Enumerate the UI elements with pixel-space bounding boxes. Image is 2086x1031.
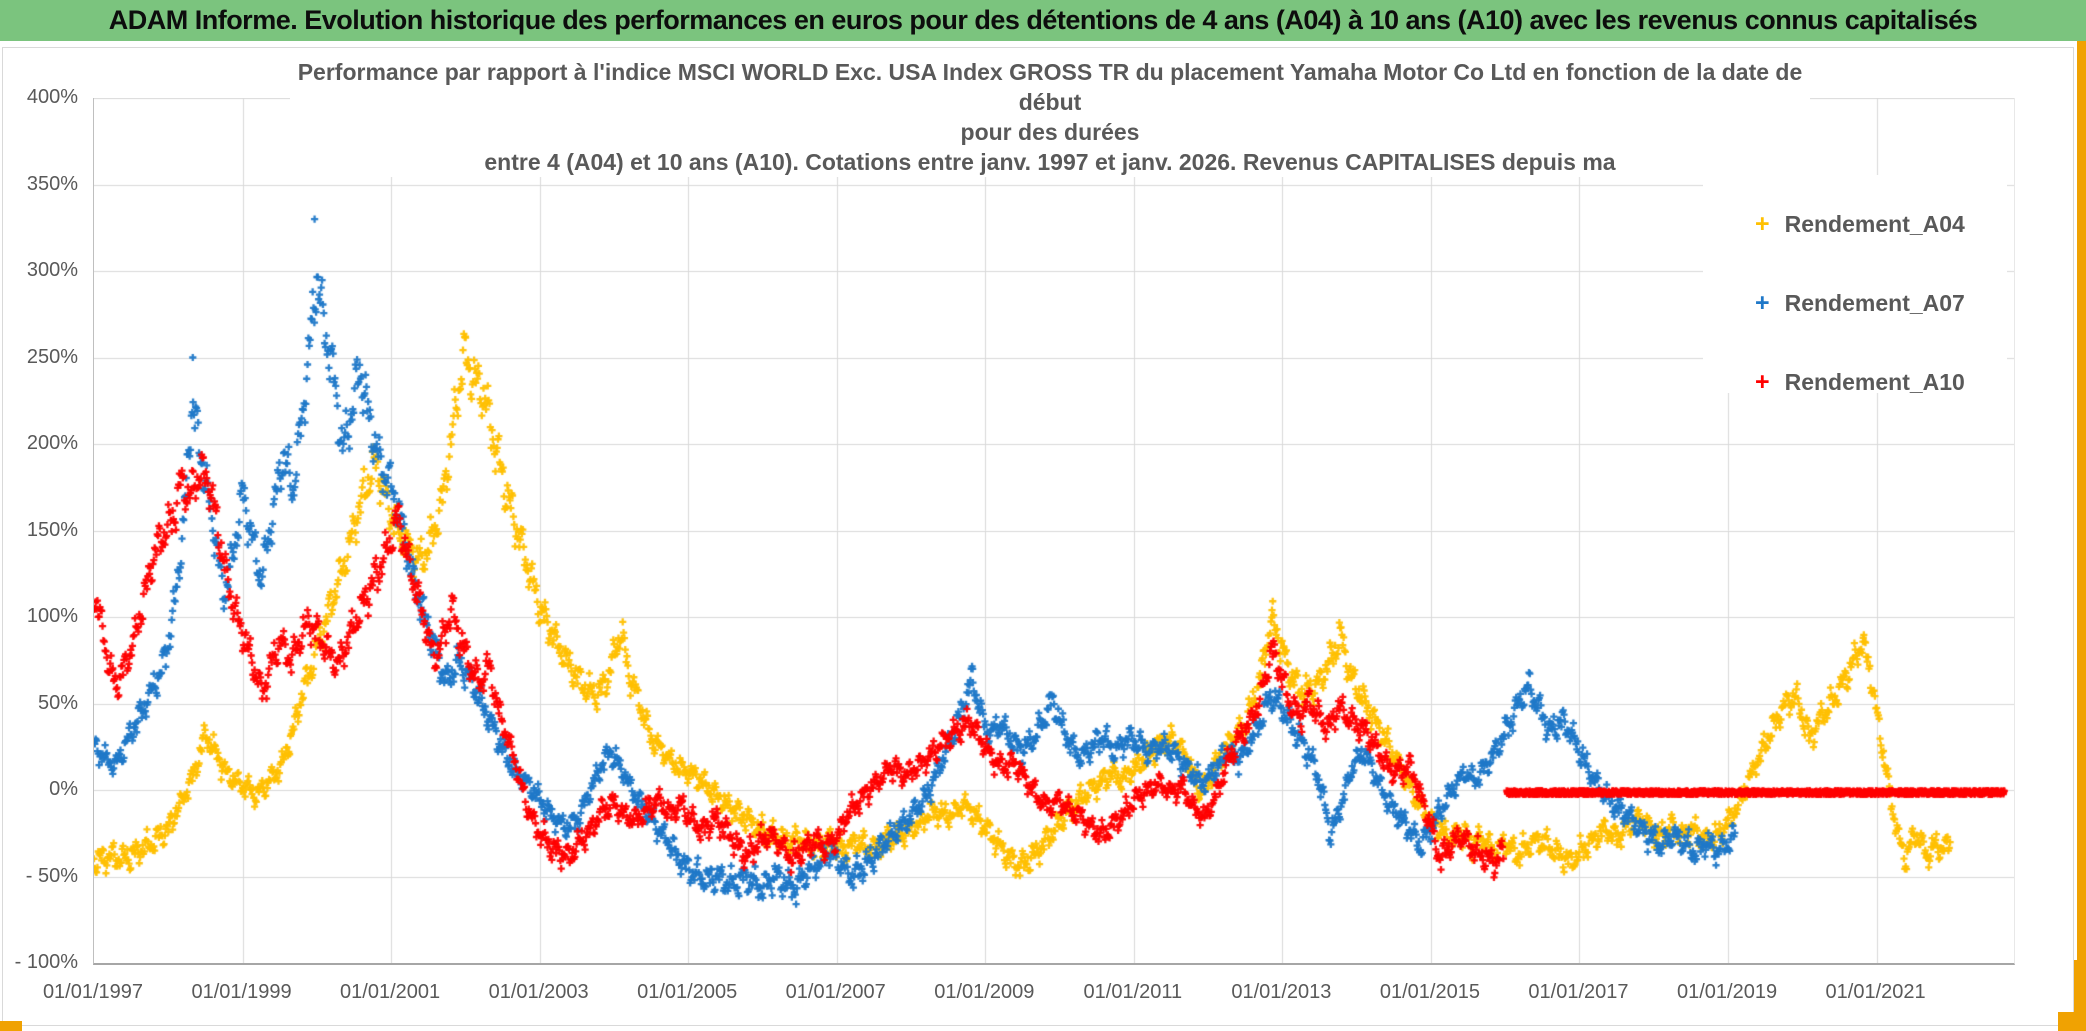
y-tick-label: 400% bbox=[26, 86, 78, 108]
app-header-bar: ADAM Informe. Evolution historique des p… bbox=[0, 0, 2086, 41]
accent-strip-right bbox=[2077, 41, 2086, 1031]
y-tick-label: 250% bbox=[26, 345, 78, 368]
x-tick-label: 01/01/2007 bbox=[785, 981, 886, 1003]
legend-item-label: Rendement_A07 bbox=[1784, 289, 1965, 316]
accent-corner-bottom-right bbox=[2058, 1012, 2086, 1031]
x-tick-label: 01/01/2019 bbox=[1676, 981, 1778, 1003]
x-tick-label: 01/01/2005 bbox=[637, 981, 738, 1003]
x-tick-label: 01/01/2015 bbox=[1379, 981, 1480, 1003]
y-tick-label: 200% bbox=[26, 432, 78, 454]
x-tick-label: 01/01/2013 bbox=[1231, 981, 1332, 1003]
y-tick-label: 150% bbox=[26, 518, 78, 541]
legend-plus-marker-icon: + bbox=[1755, 367, 1770, 396]
x-tick-label: 01/01/2021 bbox=[1825, 981, 1926, 1003]
y-tick-label: 100% bbox=[26, 605, 78, 627]
accent-strip-bottom-right bbox=[2074, 960, 2085, 1022]
chart-title: Performance par rapport à l'indice MSCI … bbox=[290, 57, 1810, 177]
legend-plus-marker-icon: + bbox=[1755, 209, 1770, 238]
y-tick-label: 350% bbox=[26, 172, 78, 195]
x-tick-label: 01/01/1997 bbox=[42, 981, 144, 1003]
y-tick-label: 0% bbox=[49, 778, 78, 800]
legend-item[interactable]: + Rendement_A04 bbox=[1755, 207, 1965, 241]
chart-title-line-2: pour des durées bbox=[960, 119, 1140, 145]
y-tick-label: - 100% bbox=[14, 951, 78, 973]
x-tick-label: 01/01/1999 bbox=[191, 981, 292, 1003]
legend[interactable]: + Rendement_A04 + Rendement_A07 + Rendement_A… bbox=[1703, 175, 2007, 395]
x-tick-label: 01/01/2001 bbox=[340, 981, 441, 1003]
x-tick-label: 01/01/2009 bbox=[934, 981, 1035, 1003]
x-tick-label: 01/01/2003 bbox=[488, 981, 589, 1003]
chart-title-line-1: Performance par rapport à l'indice MSCI … bbox=[297, 59, 1803, 115]
legend-item[interactable]: + Rendement_A10 bbox=[1755, 365, 1965, 399]
legend-plus-marker-icon: + bbox=[1755, 288, 1770, 317]
legend-item[interactable]: + Rendement_A07 bbox=[1755, 286, 1965, 320]
plot-area[interactable] bbox=[93, 98, 2015, 965]
page-title: ADAM Informe. Evolution historique des p… bbox=[108, 5, 1978, 35]
y-tick-label: 50% bbox=[37, 691, 78, 714]
x-axis: 01/01/1997 01/01/1999 01/01/2001 01/01/2003… bbox=[0, 981, 2086, 1011]
legend-item-label: Rendement_A10 bbox=[1784, 368, 1965, 395]
y-tick-label: - 50% bbox=[25, 864, 78, 887]
chart-title-line-3: entre 4 (A04) et 10 ans (A10). Cotations… bbox=[484, 149, 1616, 175]
chart-plot-canvas[interactable] bbox=[94, 98, 2014, 963]
x-tick-label: 01/01/2011 bbox=[1083, 981, 1183, 1003]
y-tick-label: 300% bbox=[26, 259, 78, 281]
legend-item-label: Rendement_A04 bbox=[1784, 210, 1965, 237]
x-tick-label: 01/01/2017 bbox=[1528, 981, 1629, 1003]
accent-square-bottom-left bbox=[0, 1021, 22, 1031]
y-axis: 400% 350% 300% 250% 200% 150% 100% 50% 0% - 50% - … bbox=[0, 0, 86, 1031]
